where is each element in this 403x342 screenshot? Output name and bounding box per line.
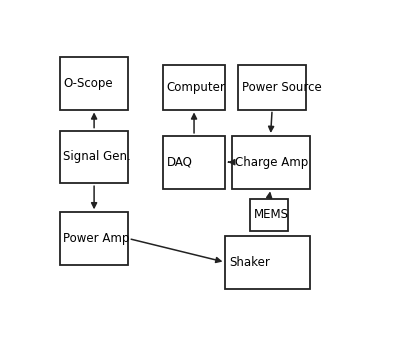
Text: O-Scope: O-Scope [64, 77, 113, 90]
Bar [60, 131, 129, 183]
Bar [238, 65, 306, 109]
Bar [60, 212, 129, 265]
Text: Computer: Computer [166, 81, 225, 94]
Text: Power Amp: Power Amp [64, 232, 130, 245]
Text: Signal Gen.: Signal Gen. [64, 150, 131, 163]
Bar [163, 136, 225, 188]
Text: DAQ: DAQ [166, 156, 193, 169]
Bar [231, 136, 310, 188]
Text: MEMS: MEMS [254, 208, 289, 221]
Text: Shaker: Shaker [229, 256, 270, 269]
Bar [225, 236, 310, 289]
Bar [163, 65, 225, 109]
Text: Power Source: Power Source [241, 81, 321, 94]
Bar [250, 199, 288, 231]
Text: Charge Amp: Charge Amp [235, 156, 309, 169]
Bar [60, 57, 129, 109]
